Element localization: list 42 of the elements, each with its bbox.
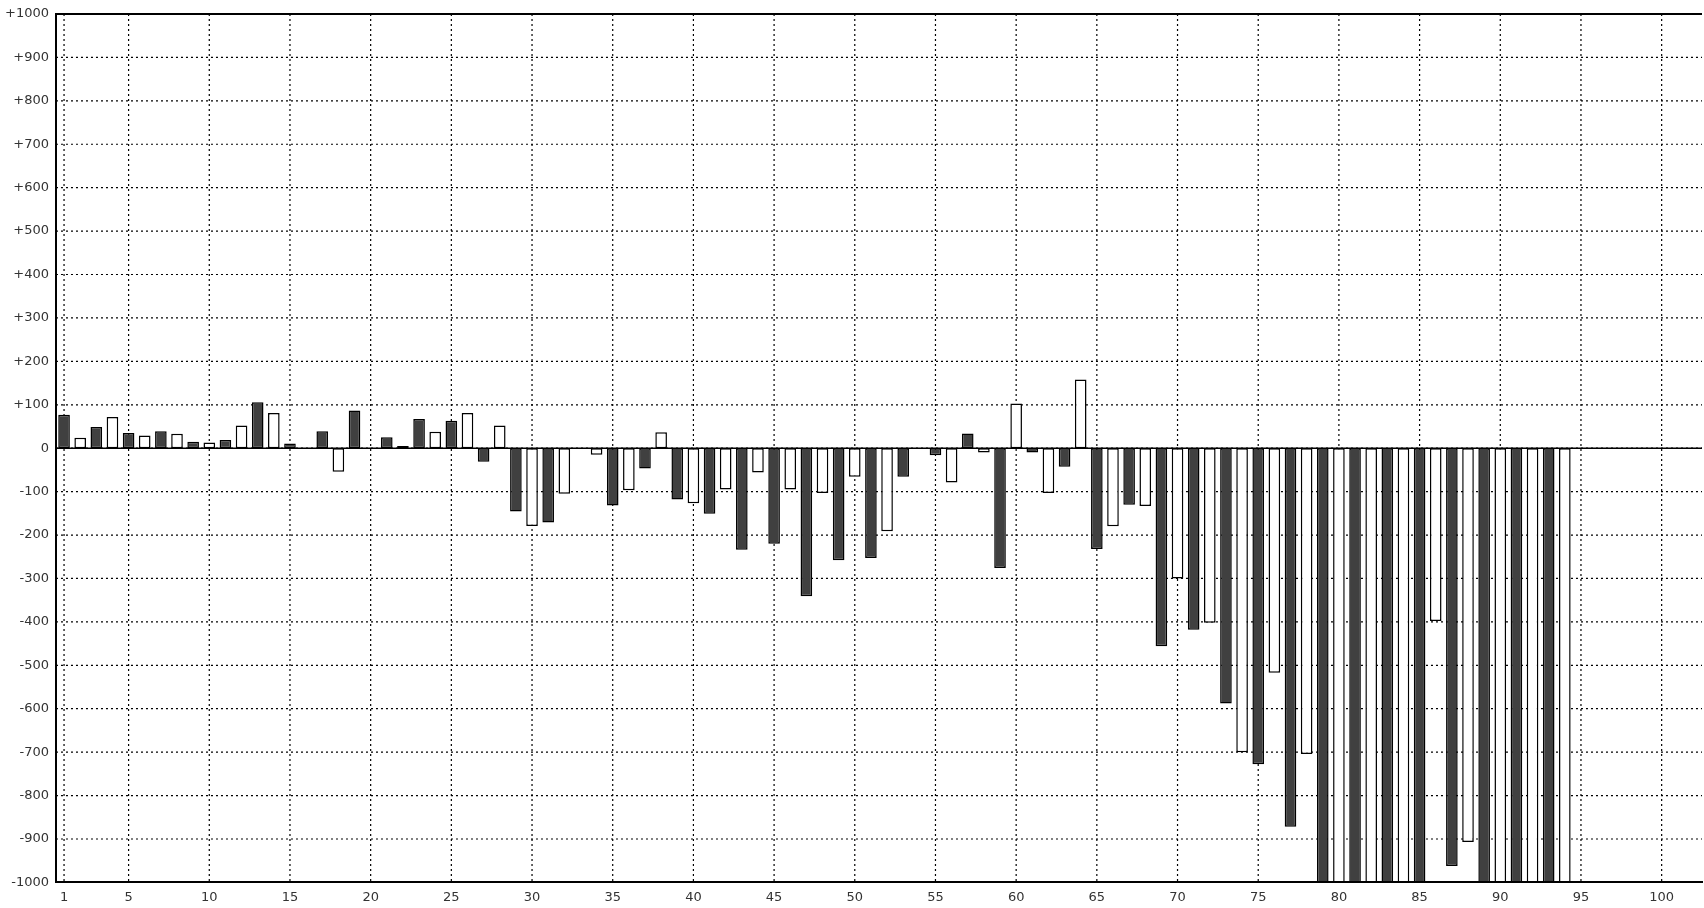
x-tick-label: 50 (846, 888, 864, 904)
y-tick-label: +1000 (4, 5, 49, 21)
x-tick-label: 5 (124, 888, 133, 904)
y-tick-label: +600 (13, 179, 49, 195)
x-tick-label: 85 (1411, 888, 1428, 904)
x-tick-label: 95 (1572, 888, 1590, 904)
y-tick-label: -800 (19, 786, 49, 802)
y-tick-label: -900 (19, 830, 49, 846)
x-tick-label: 1 (59, 888, 69, 904)
y-tick-label: -200 (19, 526, 49, 542)
x-tick-label: 25 (443, 888, 460, 904)
x-tick-label: 15 (281, 888, 299, 904)
y-tick-label: +900 (13, 48, 49, 64)
x-tick-label: 90 (1492, 888, 1509, 904)
x-tick-label: 75 (1249, 888, 1267, 904)
y-tick-label: -600 (19, 700, 49, 716)
y-tick-label: +300 (13, 309, 49, 325)
y-tick-label: -700 (19, 743, 49, 759)
x-tick-label: 80 (1330, 888, 1348, 904)
x-tick-label: 30 (523, 888, 541, 904)
x-tick-label: 60 (1007, 888, 1025, 904)
y-tick-label: +500 (13, 222, 49, 238)
x-tick-label: 35 (604, 888, 621, 904)
y-tick-label: -1000 (11, 873, 49, 889)
x-tick-label: 55 (927, 888, 944, 904)
y-tick-label: 0 (40, 439, 49, 455)
x-tick-label: 70 (1169, 888, 1186, 904)
y-tick-label: +700 (13, 135, 49, 151)
x-tick-label: 10 (201, 888, 218, 904)
x-tick-label: 65 (1088, 888, 1106, 904)
x-tick-label: 100 (1649, 888, 1675, 904)
y-tick-label: -100 (19, 482, 49, 498)
x-tick-label: 45 (765, 888, 783, 904)
y-tick-label: +100 (13, 396, 49, 412)
x-tick-label: 40 (685, 888, 702, 904)
y-tick-label: -400 (19, 613, 49, 629)
y-tick-label: +800 (13, 92, 49, 108)
y-tick-label: -500 (19, 656, 49, 672)
x-tick-label: 20 (362, 888, 379, 904)
y-tick-label: +200 (13, 352, 49, 368)
y-tick-label: -300 (19, 569, 49, 585)
y-tick-label: +400 (13, 265, 49, 281)
